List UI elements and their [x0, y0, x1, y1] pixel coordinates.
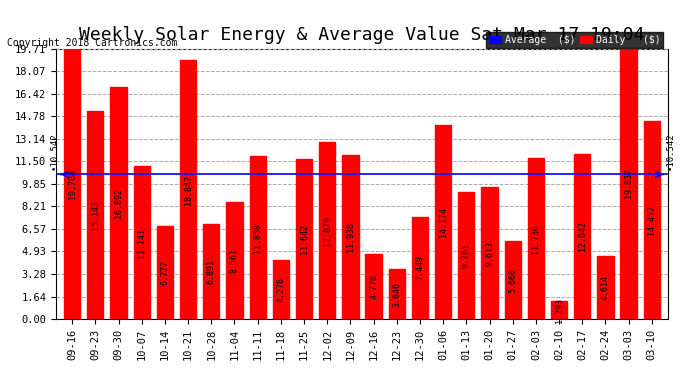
- Bar: [342, 155, 359, 319]
- Bar: [296, 159, 312, 319]
- Text: 1.293: 1.293: [555, 298, 564, 322]
- Text: 11.642: 11.642: [299, 224, 308, 254]
- Text: 15.143: 15.143: [91, 200, 100, 230]
- Bar: [157, 226, 173, 319]
- Bar: [134, 166, 150, 319]
- Text: 19.708: 19.708: [68, 169, 77, 199]
- Text: 16.892: 16.892: [114, 188, 123, 218]
- Text: 4.276: 4.276: [277, 277, 286, 302]
- Bar: [250, 156, 266, 319]
- Text: 14.452: 14.452: [647, 205, 656, 235]
- Bar: [435, 124, 451, 319]
- Text: 9.613: 9.613: [485, 241, 494, 266]
- Text: 5.660: 5.660: [509, 268, 518, 293]
- Bar: [110, 87, 127, 319]
- Bar: [273, 260, 289, 319]
- Text: 11.141: 11.141: [137, 228, 146, 258]
- Text: 12.879: 12.879: [323, 216, 332, 246]
- Text: •10.542: •10.542: [49, 133, 58, 170]
- Text: 8.561: 8.561: [230, 248, 239, 273]
- Text: 11.736: 11.736: [531, 224, 540, 254]
- Text: 4.614: 4.614: [601, 275, 610, 300]
- Bar: [598, 256, 613, 319]
- Bar: [388, 269, 405, 319]
- Text: 11.938: 11.938: [346, 222, 355, 252]
- Text: 6.777: 6.777: [161, 260, 170, 285]
- Text: 9.261: 9.261: [462, 243, 471, 268]
- Bar: [551, 301, 567, 319]
- Text: Copyright 2018 Cartronics.com: Copyright 2018 Cartronics.com: [7, 38, 177, 48]
- Bar: [226, 201, 243, 319]
- Bar: [458, 192, 475, 319]
- Text: 12.042: 12.042: [578, 221, 586, 251]
- Legend: Average  ($), Daily   ($): Average ($), Daily ($): [486, 32, 663, 48]
- Bar: [319, 142, 335, 319]
- Bar: [504, 242, 521, 319]
- Bar: [366, 254, 382, 319]
- Text: •10.542: •10.542: [666, 133, 675, 170]
- Text: 7.449: 7.449: [415, 255, 424, 280]
- Bar: [644, 121, 660, 319]
- Text: 3.646: 3.646: [393, 282, 402, 306]
- Bar: [574, 154, 591, 319]
- Text: 6.891: 6.891: [207, 259, 216, 284]
- Text: 18.847: 18.847: [184, 175, 193, 205]
- Bar: [482, 187, 497, 319]
- Text: 11.858: 11.858: [253, 223, 262, 253]
- Bar: [620, 47, 637, 319]
- Bar: [64, 49, 80, 319]
- Bar: [87, 111, 104, 319]
- Text: 19.837: 19.837: [624, 168, 633, 198]
- Title: Weekly Solar Energy & Average Value Sat Mar 17 19:04: Weekly Solar Energy & Average Value Sat …: [79, 26, 644, 44]
- Bar: [180, 60, 196, 319]
- Bar: [203, 225, 219, 319]
- Bar: [528, 158, 544, 319]
- Text: 4.770: 4.770: [369, 274, 378, 299]
- Text: 14.174: 14.174: [439, 207, 448, 237]
- Bar: [412, 217, 428, 319]
